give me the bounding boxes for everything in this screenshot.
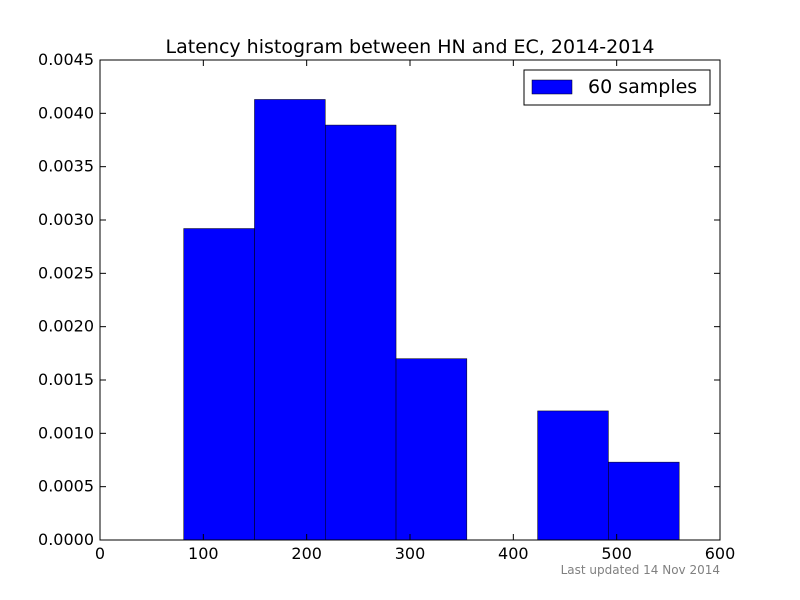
y-tick-label: 0.0045: [38, 50, 94, 69]
histogram-bar-3: [395, 358, 468, 541]
x-tick-label: 0: [95, 544, 105, 563]
y-tick-label: 0.0035: [38, 157, 94, 176]
y-tick-label: 0.0030: [38, 210, 94, 229]
y-axis: 0.0000 0.0005 0.0010 0.0015 0.0020 0.0025 0.00…: [38, 50, 720, 549]
x-tick-label: 200: [291, 544, 322, 563]
x-tick-label: 400: [498, 544, 529, 563]
histogram-bar-5: [537, 410, 609, 541]
x-tick-label: 500: [601, 544, 632, 563]
y-tick-label: 0.0000: [38, 530, 94, 549]
x-tick-label: 600: [705, 544, 736, 563]
legend-label: 60 samples: [588, 76, 697, 98]
histogram-bar-6: [608, 461, 680, 541]
last-updated-note: Last updated 14 Nov 2014: [561, 563, 720, 577]
bars-group: [183, 99, 680, 541]
y-tick-label: 0.0015: [38, 370, 94, 389]
y-tick-label: 0.0010: [38, 423, 94, 442]
histogram-bar-2: [325, 124, 397, 541]
x-tick-label: 300: [395, 544, 426, 563]
legend-swatch: [531, 79, 573, 95]
y-tick-label: 0.0005: [38, 477, 94, 496]
y-tick-label: 0.0025: [38, 263, 94, 282]
histogram-bar-0: [183, 228, 255, 541]
histogram-bar-1: [254, 99, 326, 541]
x-tick-label: 100: [188, 544, 219, 563]
legend: 60 samples: [523, 69, 711, 106]
chart-title: Latency histogram between HN and EC, 201…: [166, 36, 655, 58]
x-axis: 0 100 200 300 400 500 600: [95, 60, 735, 563]
y-tick-label: 0.0020: [38, 317, 94, 336]
y-tick-label: 0.0040: [38, 103, 94, 122]
